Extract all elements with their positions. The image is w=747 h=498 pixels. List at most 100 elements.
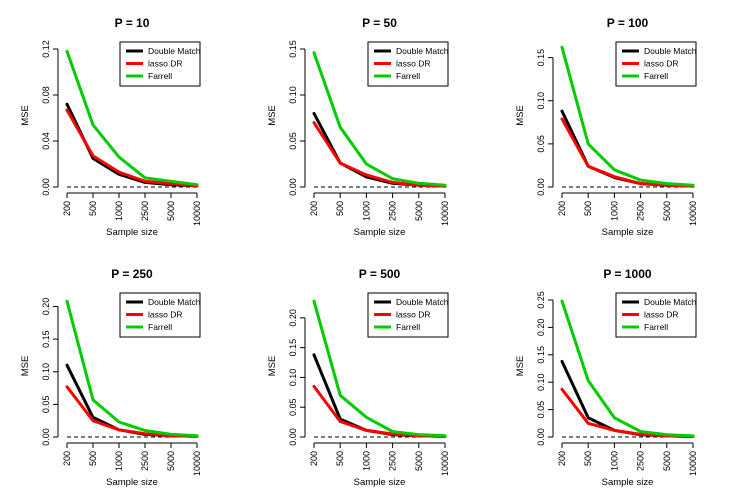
x-tick-label: 1000: [361, 451, 371, 471]
x-tick-label: 500: [583, 451, 593, 466]
y-tick-label: 0.20: [288, 309, 298, 327]
legend-label: Double Match: [396, 297, 449, 307]
series-line-3: [560, 299, 695, 438]
x-tick-label: 5000: [166, 201, 176, 221]
y-tick-label: 0.15: [41, 330, 51, 348]
y-axis-label: MSE: [267, 105, 278, 126]
y-tick-label: 0.10: [288, 86, 298, 104]
y-tick-label: 0.05: [41, 396, 51, 414]
y-tick-label: 0.05: [536, 401, 546, 419]
series-line-2: [560, 117, 695, 188]
x-tick-label: 500: [335, 201, 345, 216]
legend-label: lasso DR: [396, 310, 430, 320]
y-tick-label: 0.20: [41, 298, 51, 316]
x-tick-label: 10000: [440, 451, 450, 476]
series-line-1: [312, 111, 447, 188]
x-tick-label: 10000: [688, 451, 698, 476]
series-line-2: [65, 108, 199, 188]
x-tick-label: 2500: [140, 451, 150, 471]
series-line-2: [65, 385, 199, 438]
legend-label: lasso DR: [396, 59, 430, 69]
x-axis-label: Sample size: [106, 477, 158, 488]
chart-panel-2: P = 50 0.00 0.05 0.10 0.15 200 500 1000 2500 5000…: [267, 16, 450, 238]
legend-label: Double Match: [148, 297, 201, 307]
legend-label: Farrell: [644, 322, 668, 332]
series-line-2: [312, 121, 447, 188]
y-tick-label: 0.00: [288, 428, 298, 446]
x-tick-label: 5000: [662, 451, 672, 471]
x-tick-label: 500: [335, 451, 345, 466]
x-tick-label: 200: [62, 201, 72, 216]
y-tick-label: 0.25: [536, 291, 546, 309]
legend-label: lasso DR: [148, 310, 182, 320]
legend-label: Double Match: [644, 46, 697, 56]
chart-title: P = 100: [607, 16, 649, 30]
series-line-3: [312, 299, 447, 438]
chart-title: P = 500: [359, 267, 401, 281]
legend: Double Match lasso DR Farrell: [119, 292, 201, 338]
y-axis-label: MSE: [515, 105, 526, 126]
legend-label: lasso DR: [644, 59, 678, 69]
chart-title: P = 50: [362, 16, 397, 30]
x-tick-label: 2500: [388, 201, 398, 221]
x-tick-label: 200: [557, 201, 567, 216]
x-tick-label: 1000: [114, 451, 124, 471]
y-tick-label: 0.08: [41, 86, 51, 104]
y-tick-label: 0.05: [288, 132, 298, 150]
x-tick-label: 5000: [414, 451, 424, 471]
legend-label: Double Match: [644, 297, 697, 307]
x-tick-label: 10000: [192, 201, 202, 226]
chart-panel-3: P = 100 0.00 0.05 0.10 0.15 200 500 1000 2500 500…: [515, 16, 698, 238]
legend-label: Double Match: [396, 46, 449, 56]
y-tick-label: 0.15: [288, 339, 298, 357]
chart-title: P = 10: [115, 16, 150, 30]
series-line-3: [65, 299, 199, 438]
series-line-2: [560, 387, 695, 438]
x-tick-label: 200: [62, 451, 72, 466]
legend-label: lasso DR: [644, 310, 678, 320]
x-axis-label: Sample size: [106, 227, 158, 238]
y-tick-label: 0.10: [288, 369, 298, 387]
x-tick-label: 5000: [662, 201, 672, 221]
legend-label: Farrell: [396, 322, 420, 332]
x-tick-label: 1000: [361, 201, 371, 221]
x-axis-label: Sample size: [354, 227, 406, 238]
x-tick-label: 2500: [388, 451, 398, 471]
legend: Double Match lasso DR Farrell: [119, 41, 201, 87]
legend: Double Match lasso DR Farrell: [367, 292, 449, 338]
chart-panel-6: P = 1000 0.00 0.05 0.10 0.15 0.20 0.25 200 500 10…: [515, 267, 698, 488]
x-axis-label: Sample size: [354, 477, 406, 488]
y-tick-label: 0.05: [288, 398, 298, 416]
y-tick-label: 0.12: [41, 40, 51, 58]
x-tick-label: 1000: [609, 201, 619, 221]
legend: Double Match lasso DR Farrell: [367, 41, 449, 87]
chart-title: P = 250: [111, 267, 153, 281]
y-tick-label: 0.15: [536, 49, 546, 67]
y-axis-label: MSE: [20, 356, 31, 377]
chart-title: P = 1000: [603, 267, 651, 281]
series-line-3: [65, 49, 199, 187]
y-tick-label: 0.10: [536, 92, 546, 110]
x-tick-label: 10000: [192, 451, 202, 476]
x-tick-label: 5000: [414, 201, 424, 221]
legend-label: Farrell: [396, 71, 420, 81]
series-line-2: [312, 384, 447, 438]
legend-label: lasso DR: [148, 59, 182, 69]
series-line-3: [560, 45, 695, 187]
y-tick-label: 0.20: [536, 319, 546, 337]
x-tick-label: 5000: [166, 451, 176, 471]
x-tick-label: 1000: [609, 451, 619, 471]
x-tick-label: 500: [88, 451, 98, 466]
x-tick-label: 1000: [114, 201, 124, 221]
y-axis-label: MSE: [267, 356, 278, 377]
x-tick-label: 200: [309, 451, 319, 466]
chart-panel-1: P = 10 0.00 0.04 0.08 0.12 200 500 1000 2500 5000…: [20, 16, 202, 238]
x-tick-label: 2500: [140, 201, 150, 221]
chart-panel-4: P = 250 0.00 0.05 0.10 0.15 0.20 200 500 1000 250…: [20, 267, 202, 488]
x-tick-label: 10000: [440, 201, 450, 226]
x-tick-label: 2500: [636, 201, 646, 221]
y-axis-label: MSE: [515, 356, 526, 377]
chart-panel-5: P = 500 0.00 0.05 0.10 0.15 0.20 200 500 1000 250…: [267, 267, 450, 488]
y-tick-label: 0.00: [536, 428, 546, 446]
